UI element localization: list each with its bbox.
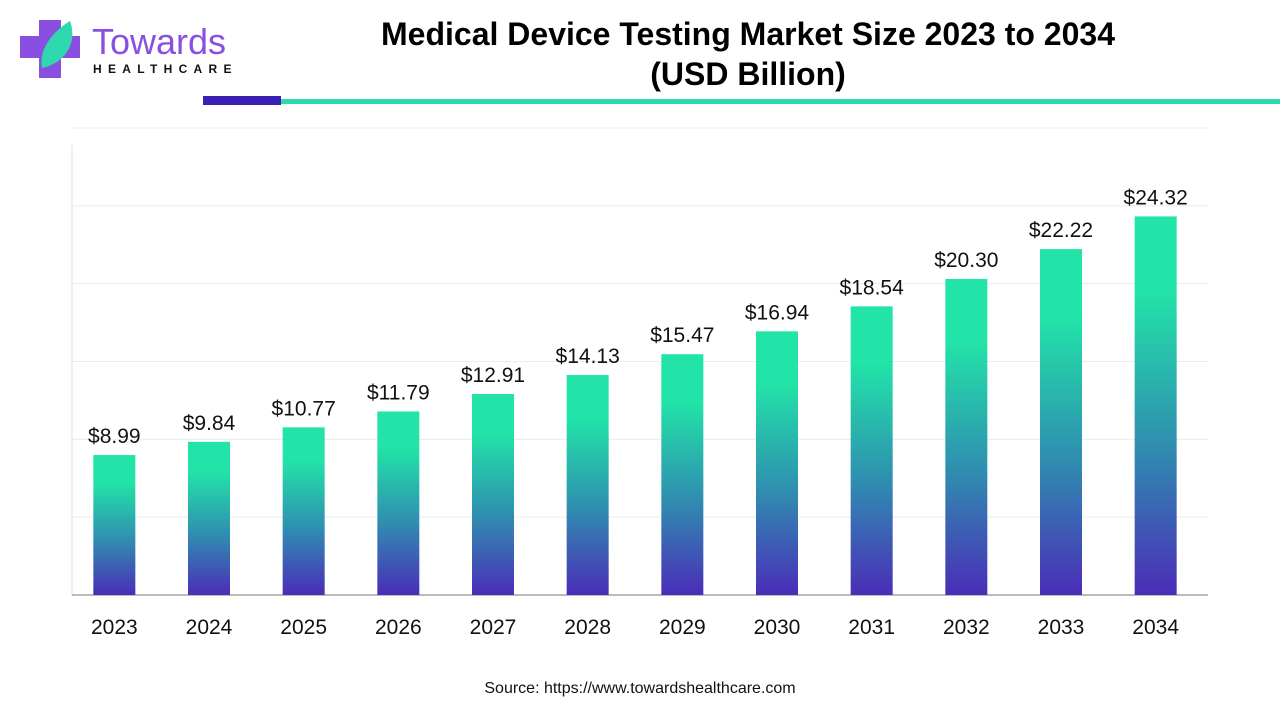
medical-cross-leaf-icon: [20, 20, 80, 78]
source-text: Source: https://www.towardshealthcare.co…: [484, 680, 796, 697]
bar-2032: [945, 278, 988, 595]
data-label: $20.30: [934, 249, 998, 272]
x-tick-label: 2027: [470, 616, 517, 639]
x-tick-label: 2024: [186, 616, 233, 639]
x-tick-label: 2032: [943, 616, 990, 639]
bar-2027: [472, 394, 514, 595]
data-label: $22.22: [1029, 219, 1093, 242]
data-label: $12.91: [461, 364, 525, 387]
bar-2026: [377, 411, 420, 595]
x-tick-label: 2034: [1132, 616, 1179, 639]
x-tick-label: 2025: [280, 616, 327, 639]
bar-2023: [93, 455, 136, 595]
data-label: $18.54: [840, 276, 905, 299]
data-label: $14.13: [556, 345, 620, 368]
x-tick-label: 2030: [754, 616, 801, 639]
bar-2033: [1040, 249, 1082, 595]
bar-2031: [850, 306, 893, 595]
x-tick-label: 2029: [659, 616, 706, 639]
bar-2025: [282, 427, 325, 595]
data-label: $11.79: [367, 381, 430, 404]
accent-bar-purple: [203, 96, 281, 105]
x-tick-label: 2033: [1038, 616, 1085, 639]
bar-2034: [1134, 216, 1177, 595]
accent-bar-teal: [281, 99, 1280, 104]
brand-name: Towards: [92, 21, 227, 62]
x-tick-label: 2028: [564, 616, 611, 639]
bar-2030: [756, 331, 798, 595]
logo: [20, 18, 240, 80]
data-label: $15.47: [650, 324, 714, 347]
data-label: $24.32: [1124, 186, 1188, 209]
data-label: $9.84: [183, 412, 236, 435]
bar-2024: [188, 441, 230, 595]
x-tick-label: 2031: [848, 616, 895, 639]
title-line-2: (USD Billion): [650, 56, 846, 92]
x-tick-label: 2023: [91, 616, 138, 639]
data-label: $10.77: [272, 397, 336, 420]
chart-title: Medical Device Testing Market Size 2023 …: [300, 14, 1196, 94]
title-line-1: Medical Device Testing Market Size 2023 …: [381, 16, 1115, 52]
bar-2028: [566, 375, 609, 595]
x-tick-label: 2026: [375, 616, 422, 639]
brand-subtitle: HEALTHCARE: [93, 62, 238, 76]
bar-2029: [661, 354, 704, 595]
data-label: $8.99: [88, 425, 141, 448]
data-label: $16.94: [745, 301, 810, 324]
